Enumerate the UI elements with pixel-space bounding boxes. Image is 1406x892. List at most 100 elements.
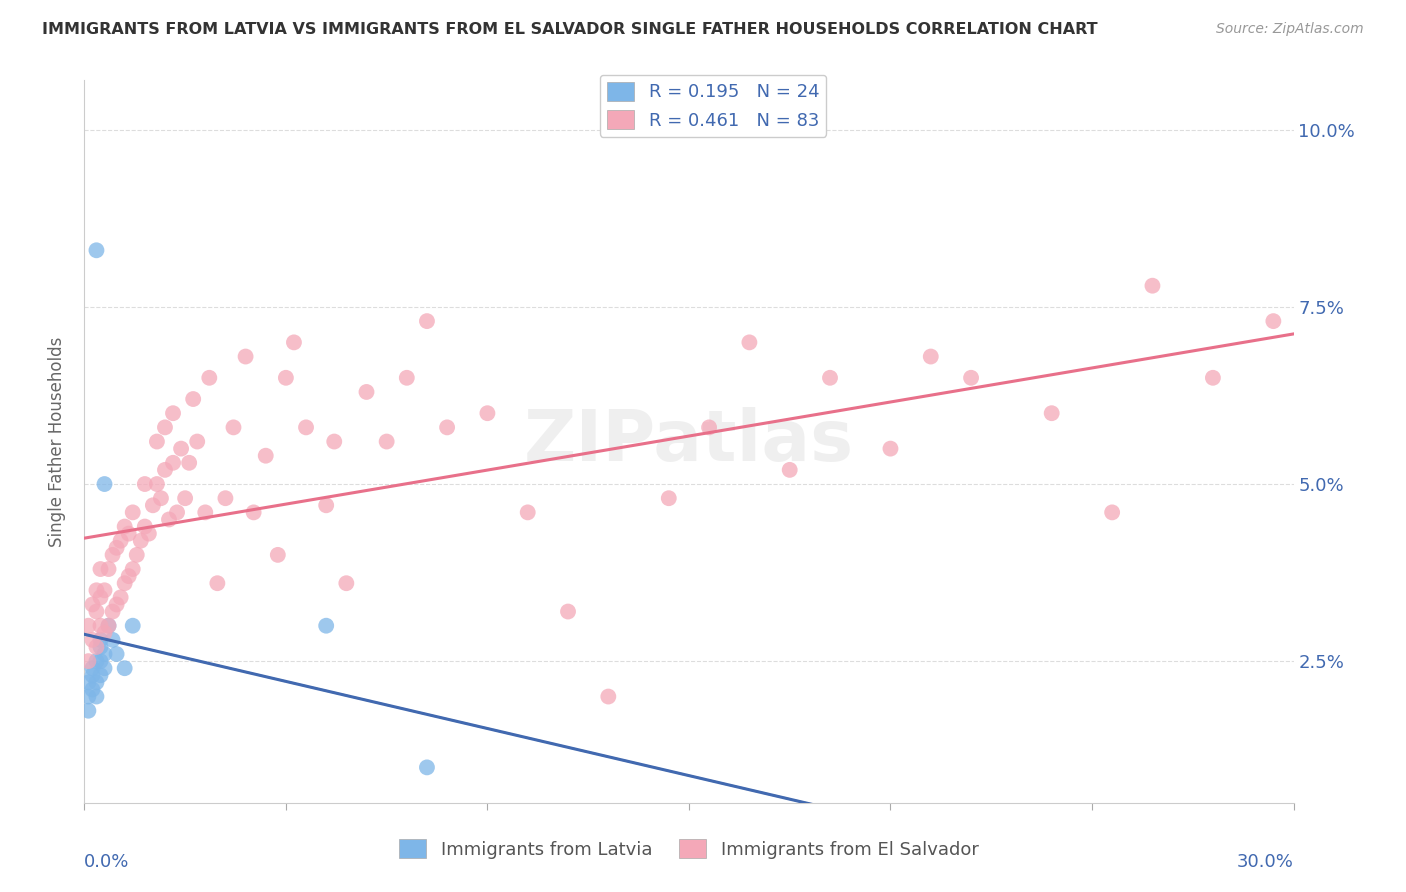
Point [738, 335, 761, 350]
Point [118, 526, 141, 541]
Point [93, 647, 115, 661]
Point [179, 456, 201, 470]
Point [86, 675, 108, 690]
Point [97, 618, 120, 632]
Text: 0.0%: 0.0% [84, 854, 129, 871]
Text: 30.0%: 30.0% [1237, 854, 1294, 871]
Point [134, 519, 156, 533]
Point [198, 371, 221, 385]
Point [86, 690, 108, 704]
Point [960, 371, 983, 385]
Point [105, 647, 128, 661]
Point [86, 654, 108, 668]
Point [779, 463, 801, 477]
Point [557, 605, 579, 619]
Point [315, 498, 337, 512]
Point [97, 562, 120, 576]
Point [142, 498, 165, 512]
Point [121, 562, 143, 576]
Point [879, 442, 901, 456]
Point [101, 632, 124, 647]
Point [86, 640, 108, 654]
Point [121, 618, 143, 632]
Point [146, 434, 169, 449]
Point [153, 463, 176, 477]
Point [416, 760, 439, 774]
Point [818, 371, 841, 385]
Point [93, 625, 115, 640]
Point [174, 491, 197, 506]
Point [1263, 314, 1285, 328]
Point [214, 491, 236, 506]
Point [105, 541, 128, 555]
Point [89, 562, 111, 576]
Point [129, 533, 152, 548]
Point [149, 491, 172, 506]
Point [134, 477, 156, 491]
Point [121, 505, 143, 519]
Point [1202, 371, 1225, 385]
Point [162, 456, 184, 470]
Point [658, 491, 681, 506]
Point [86, 605, 108, 619]
Point [166, 505, 188, 519]
Point [114, 661, 136, 675]
Point [153, 420, 176, 434]
Point [477, 406, 499, 420]
Point [395, 371, 418, 385]
Point [295, 420, 318, 434]
Point [77, 654, 100, 668]
Point [516, 505, 538, 519]
Point [697, 420, 720, 434]
Point [157, 512, 180, 526]
Point [110, 591, 132, 605]
Legend: Immigrants from Latvia, Immigrants from El Salvador: Immigrants from Latvia, Immigrants from … [392, 832, 986, 866]
Y-axis label: Single Father Households: Single Father Households [48, 336, 66, 547]
Point [101, 548, 124, 562]
Point [235, 350, 257, 364]
Point [82, 598, 104, 612]
Point [222, 420, 245, 434]
Point [375, 434, 398, 449]
Point [1040, 406, 1063, 420]
Text: Source: ZipAtlas.com: Source: ZipAtlas.com [1216, 22, 1364, 37]
Point [77, 690, 100, 704]
Point [598, 690, 620, 704]
Point [82, 668, 104, 682]
Point [323, 434, 346, 449]
Point [315, 618, 337, 632]
Point [181, 392, 204, 406]
Point [93, 661, 115, 675]
Point [86, 244, 108, 258]
Point [77, 618, 100, 632]
Point [86, 583, 108, 598]
Point [82, 632, 104, 647]
Point [93, 477, 115, 491]
Point [89, 591, 111, 605]
Point [125, 548, 148, 562]
Point [138, 526, 160, 541]
Point [97, 618, 120, 632]
Point [186, 434, 208, 449]
Point [82, 682, 104, 697]
Point [436, 420, 458, 434]
Point [1142, 278, 1164, 293]
Point [194, 505, 217, 519]
Point [274, 371, 297, 385]
Point [114, 519, 136, 533]
Text: IMMIGRANTS FROM LATVIA VS IMMIGRANTS FROM EL SALVADOR SINGLE FATHER HOUSEHOLDS C: IMMIGRANTS FROM LATVIA VS IMMIGRANTS FRO… [42, 22, 1098, 37]
Point [283, 335, 305, 350]
Point [77, 704, 100, 718]
Point [416, 314, 439, 328]
Point [162, 406, 184, 420]
Point [77, 675, 100, 690]
Point [118, 569, 141, 583]
Point [146, 477, 169, 491]
Point [105, 598, 128, 612]
Point [267, 548, 290, 562]
Point [89, 668, 111, 682]
Point [1101, 505, 1123, 519]
Point [82, 661, 104, 675]
Point [110, 533, 132, 548]
Point [101, 605, 124, 619]
